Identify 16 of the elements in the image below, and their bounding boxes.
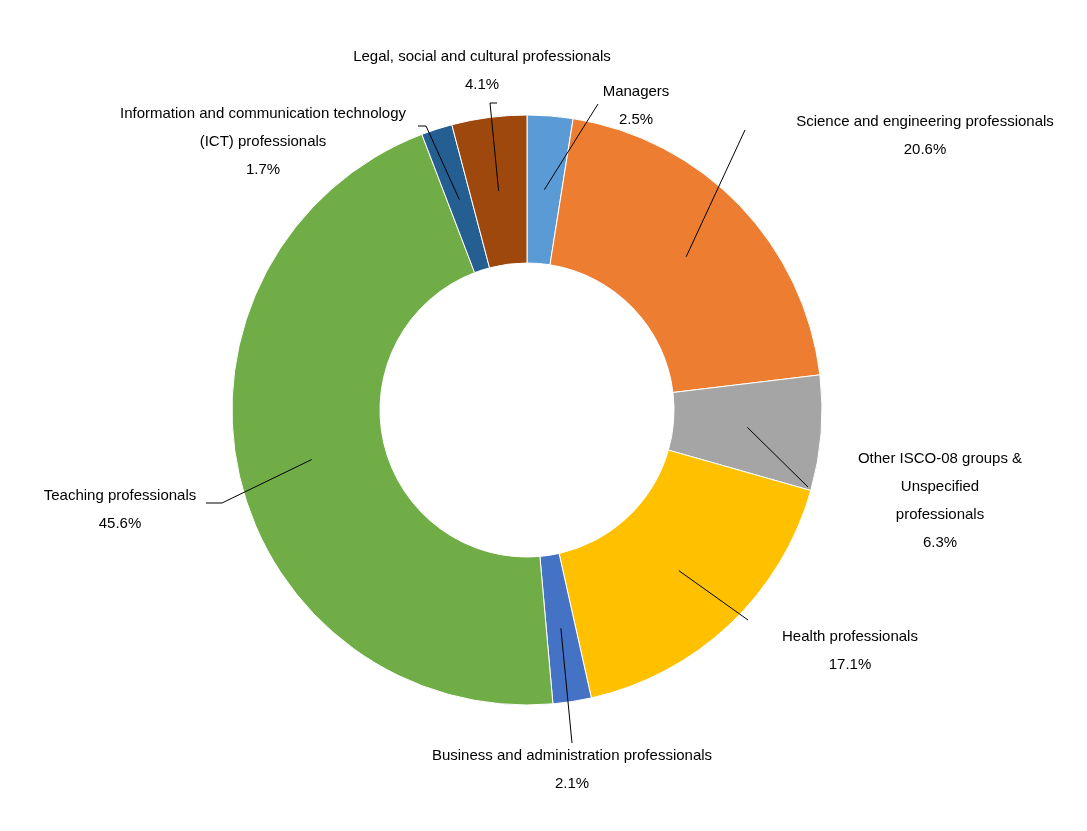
slice-label: Science and engineering professionals (796, 112, 1054, 129)
data-label: 1.7% (245, 160, 281, 177)
data-label: 4.1% (464, 75, 500, 92)
slice-label: Other ISCO-08 groups & Unspecified professionals (857, 449, 1023, 522)
data-label: 45.6% (98, 514, 142, 531)
slice-label: Health professionals (782, 627, 918, 644)
slice-label: Information and communication technology (ICT) professionals (120, 104, 407, 149)
slice-label: Managers (602, 82, 670, 99)
data-label: 2.5% (618, 110, 654, 127)
slice-label: Teaching professionals (43, 486, 197, 503)
slice-label: Legal, social and cultural professionals (353, 47, 611, 64)
data-label: 20.6% (903, 140, 947, 157)
slice-label: Business and administration professionals (431, 746, 713, 763)
data-label: 17.1% (828, 655, 872, 672)
data-label: 2.1% (554, 774, 590, 791)
data-label: 6.3% (922, 533, 958, 550)
